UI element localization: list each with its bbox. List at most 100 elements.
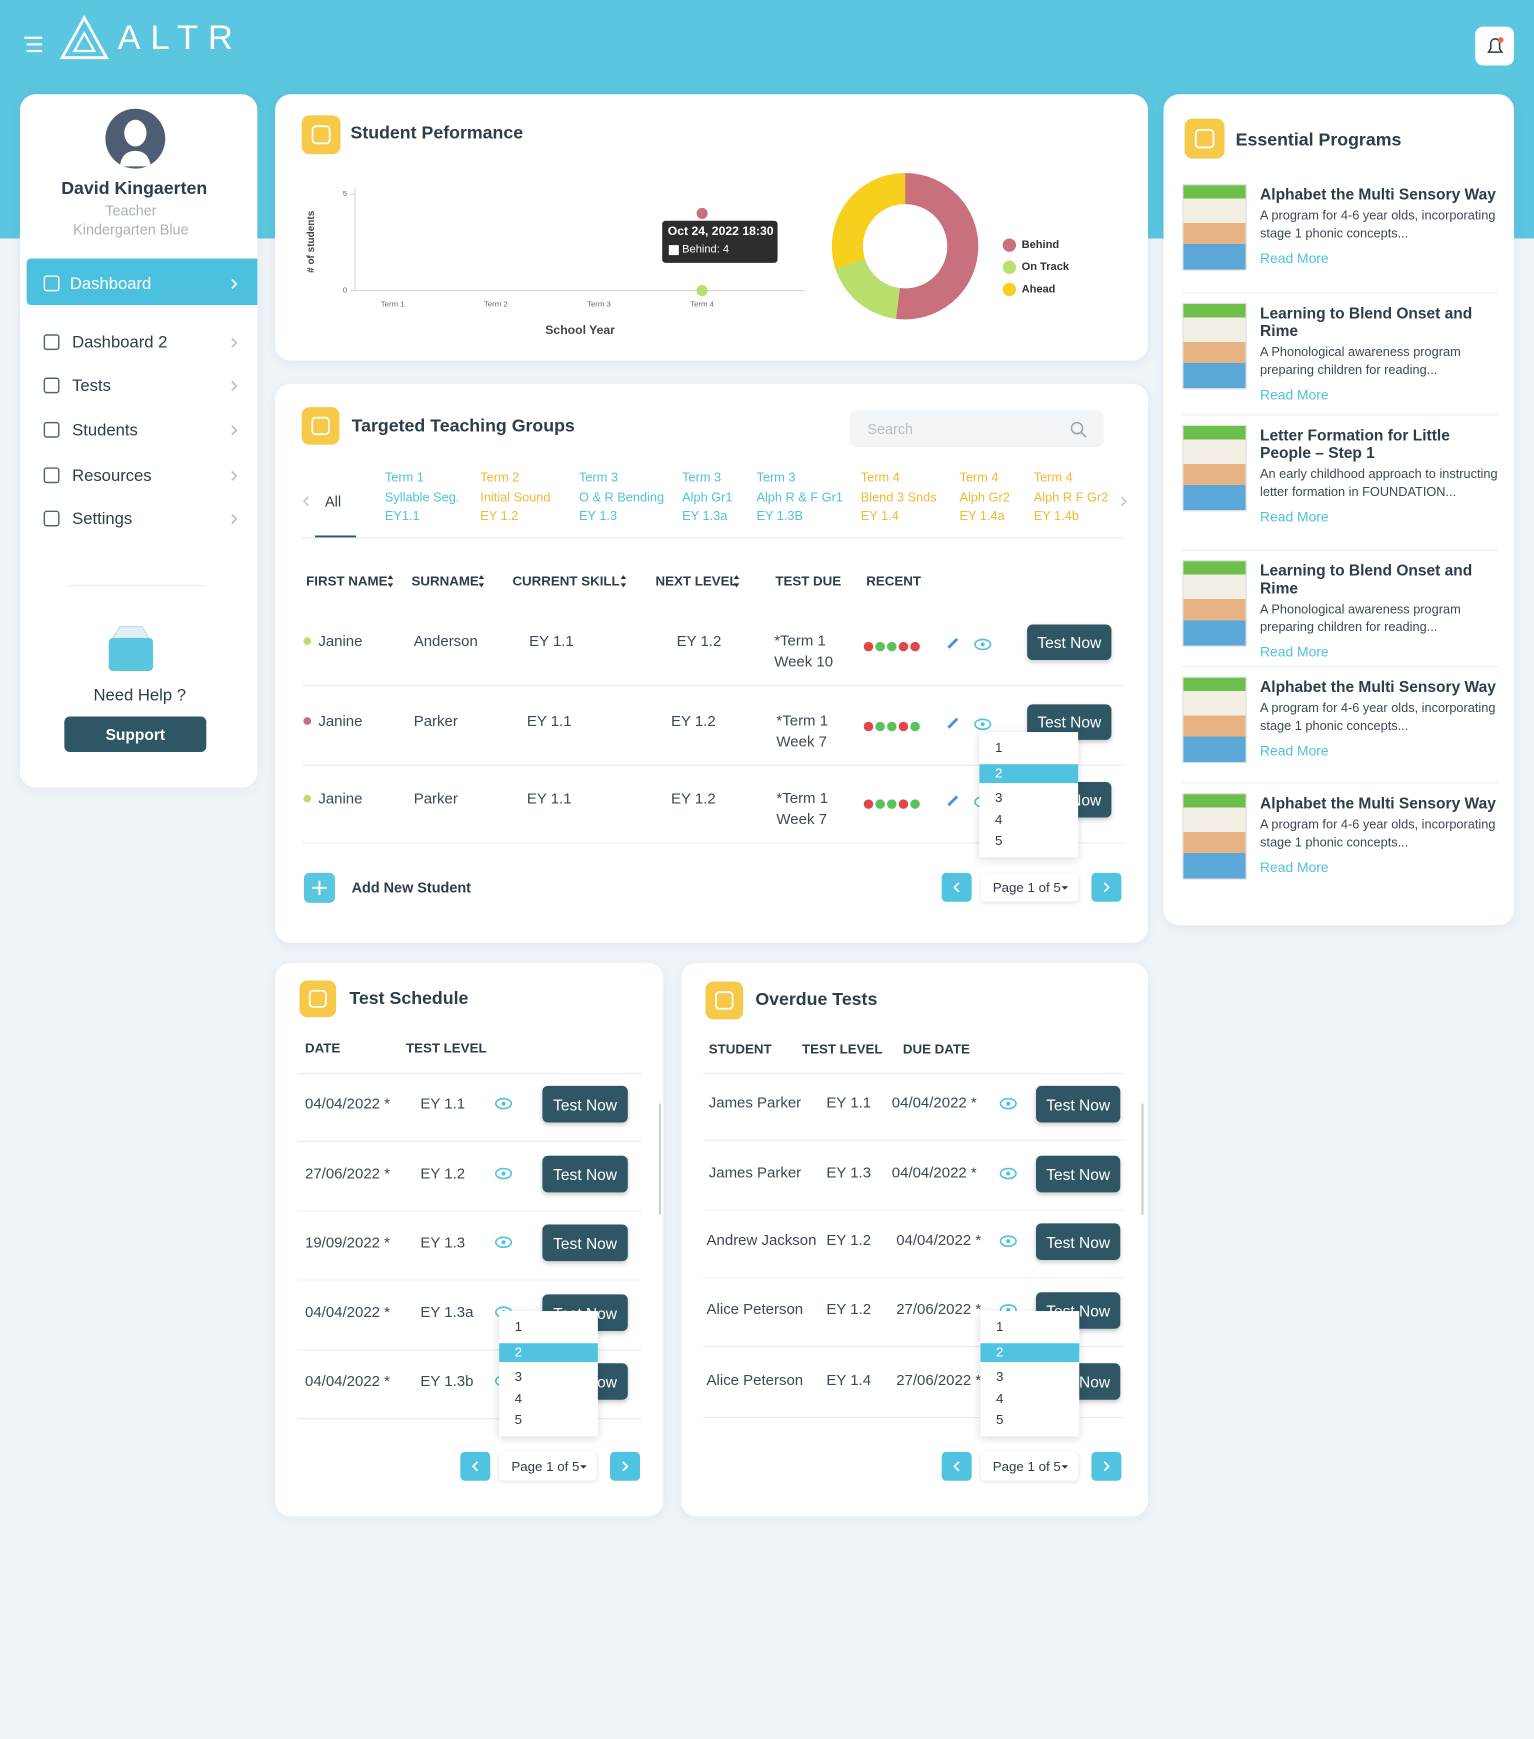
dropdown-option[interactable]: 1: [514, 1318, 523, 1335]
nav-item[interactable]: Settings: [72, 509, 133, 529]
dropdown-option[interactable]: 4: [994, 811, 1003, 828]
tab-label[interactable]: Alph R F Gr2: [1033, 490, 1109, 505]
read-more[interactable]: Read More: [1260, 509, 1329, 525]
cell: Parker: [413, 712, 458, 730]
tab-label[interactable]: EY 1.4b: [1033, 510, 1079, 524]
program-title[interactable]: Alphabet the Multi Sensory Way: [1260, 677, 1496, 696]
program-title[interactable]: Alphabet the Multi Sensory Way: [1260, 185, 1496, 203]
column-header: TEST DUE: [775, 573, 842, 589]
cell: Parker: [413, 790, 458, 807]
read-more[interactable]: Read More: [1260, 250, 1329, 267]
test-now-button[interactable]: Test Now: [542, 1085, 628, 1123]
nav-item[interactable]: Dashboard 2: [72, 333, 168, 353]
test-now-button[interactable]: Test Now: [1035, 1085, 1121, 1123]
tab-label[interactable]: Blend 3 Snds: [860, 490, 937, 505]
dropdown-option[interactable]: 5: [514, 1411, 523, 1428]
add-button[interactable]: [303, 872, 335, 903]
program-item: Alphabet the Multi Sensory Way A program …: [1260, 678, 1504, 760]
tab-label[interactable]: EY1.1: [384, 510, 420, 524]
support-button[interactable]: Support: [64, 716, 207, 753]
tab-all[interactable]: All: [324, 493, 342, 510]
nav-item[interactable]: Resources: [72, 466, 152, 486]
tab-label[interactable]: O & R Bending: [578, 490, 665, 505]
section-icon: [301, 115, 341, 155]
tab-label[interactable]: Initial Sound: [480, 490, 551, 505]
tab-label[interactable]: Syllable Seg.: [384, 490, 460, 505]
prev-page[interactable]: [941, 1451, 972, 1481]
tab-label[interactable]: Term 3: [756, 471, 796, 485]
tab-label[interactable]: Term 3: [578, 471, 618, 485]
tab-label[interactable]: EY 1.4a: [959, 510, 1005, 524]
dropdown-option[interactable]: 5: [996, 1411, 1004, 1428]
tab-label[interactable]: EY 1.3a: [682, 510, 728, 524]
cell: Alice Peterson: [706, 1300, 804, 1318]
program-title[interactable]: Alphabet the Multi Sensory Way: [1260, 794, 1496, 812]
cell: EY 1.2: [420, 1165, 466, 1182]
dropdown-option[interactable]: 3: [514, 1368, 523, 1385]
page-select[interactable]: Page 1 of 5: [980, 1451, 1079, 1481]
dropdown-option[interactable]: 2: [996, 1344, 1004, 1360]
tab-label[interactable]: Term 4: [1033, 471, 1073, 485]
page-dropdown: 1 2 3 4 5: [499, 1311, 598, 1437]
dropdown-option[interactable]: 4: [514, 1390, 523, 1407]
legend-label: Ahead: [1021, 283, 1056, 296]
section-icon: [1184, 118, 1225, 159]
test-now-button[interactable]: Test Now: [1035, 1155, 1121, 1193]
test-now-button[interactable]: Test Now: [542, 1224, 628, 1262]
tab-label[interactable]: Term 1: [384, 471, 424, 485]
dropdown-option[interactable]: 2: [514, 1344, 523, 1360]
page-select[interactable]: Page 1 of 5: [499, 1451, 597, 1481]
nav-item[interactable]: Tests: [72, 376, 111, 396]
dropdown-option[interactable]: 2: [994, 765, 1003, 781]
program-desc: A program for 4-6 year olds, incorporati…: [1260, 209, 1496, 241]
program-title[interactable]: Letter Formation for Little People – Ste…: [1260, 425, 1450, 462]
x-axis-label: School Year: [545, 323, 615, 338]
tab-label[interactable]: EY 1.4: [860, 510, 899, 524]
tab-label[interactable]: Alph Gr1: [682, 490, 733, 505]
logo-mark: [59, 14, 109, 60]
nav-item[interactable]: Dashboard: [69, 274, 152, 294]
cell: EY 1.3: [826, 1164, 872, 1181]
dropdown-option[interactable]: 5: [994, 833, 1003, 849]
logo-mark-inner: [72, 31, 97, 53]
dropdown-option[interactable]: 1: [994, 739, 1003, 756]
tab-label[interactable]: EY 1.3B: [756, 510, 804, 524]
dropdown-option[interactable]: 1: [996, 1318, 1004, 1335]
page-select[interactable]: Page 1 of 5: [980, 872, 1079, 902]
test-now-button[interactable]: Test Now: [1035, 1223, 1121, 1261]
tab-label[interactable]: Alph Gr2: [959, 490, 1010, 505]
prev-page[interactable]: [941, 872, 972, 902]
search-box[interactable]: [849, 410, 1104, 448]
dropdown-option[interactable]: 3: [994, 789, 1003, 806]
test-now-button[interactable]: Test Now: [1027, 624, 1112, 660]
tab-label[interactable]: EY 1.2: [480, 510, 519, 524]
add-student[interactable]: Add New Student: [351, 879, 471, 896]
test-now-button[interactable]: Test Now: [542, 1155, 628, 1193]
cell: 27/06/2022 *: [896, 1371, 982, 1389]
prev-page[interactable]: [460, 1451, 491, 1481]
cell: 04/04/2022 *: [305, 1095, 390, 1112]
tab-label[interactable]: Term 3: [682, 471, 722, 485]
nav-item[interactable]: Students: [72, 420, 138, 440]
cell: EY 1.3: [420, 1233, 466, 1251]
program-item: Alphabet the Multi Sensory Way A program …: [1260, 185, 1504, 267]
read-more[interactable]: Read More: [1260, 387, 1329, 403]
cell: EY 1.2: [676, 632, 722, 650]
dropdown-option[interactable]: 3: [996, 1368, 1004, 1385]
tab-label[interactable]: Term 4: [860, 471, 900, 485]
program-title[interactable]: Learning to Blend Onset and Rime: [1260, 561, 1473, 597]
tab-label[interactable]: Term 2: [480, 471, 520, 485]
next-page[interactable]: [1091, 872, 1122, 902]
notification-button[interactable]: [1475, 26, 1515, 66]
dropdown-option[interactable]: 4: [996, 1390, 1004, 1407]
dropdown-highlight: [979, 764, 1079, 784]
next-page[interactable]: [1091, 1451, 1122, 1481]
tab-label[interactable]: Term 4: [959, 471, 999, 485]
tab-label[interactable]: Alph R & F Gr1: [756, 490, 843, 505]
tab-label[interactable]: EY 1.3: [578, 510, 618, 524]
next-page[interactable]: [610, 1451, 641, 1481]
read-more[interactable]: Read More: [1260, 743, 1329, 759]
program-title[interactable]: Learning to Blend Onset and Rime: [1260, 303, 1473, 340]
read-more[interactable]: Read More: [1260, 859, 1329, 876]
read-more[interactable]: Read More: [1260, 644, 1329, 660]
